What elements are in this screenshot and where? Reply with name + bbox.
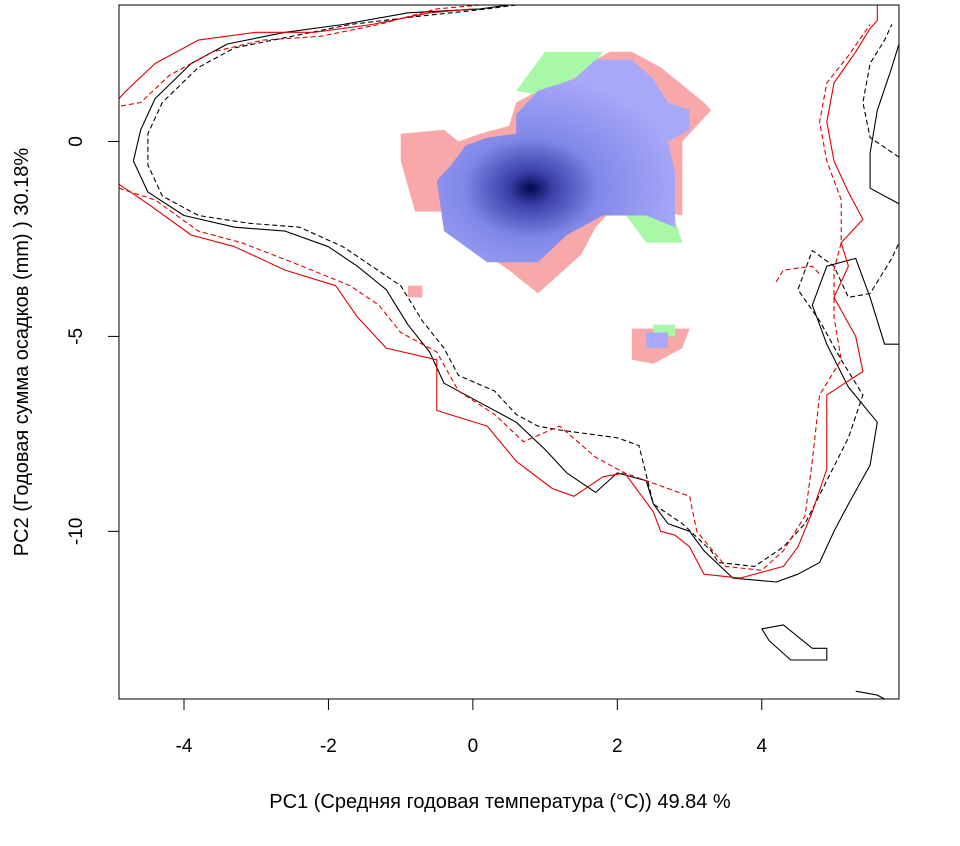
black-solid-contour-2 (869, 43, 899, 205)
y-axis: 0 -5 -10 (66, 136, 120, 545)
red-dashed-contour-3 (775, 265, 821, 283)
blue-region-layer (436, 59, 690, 349)
x-tick-label: 2 (612, 736, 623, 757)
x-tick-label: -4 (176, 736, 193, 757)
red-dashed-contour-1 (119, 5, 481, 107)
y-axis-label: PC2 (Годовая сумма осадков (mm) ) 30.18% (11, 148, 33, 557)
blue-region-1 (436, 59, 690, 263)
blue-region-2 (646, 332, 668, 349)
green-region-1 (516, 51, 603, 95)
black-solid-contour-4 (855, 690, 885, 699)
y-tick-label: 0 (66, 136, 87, 147)
data-layer (119, 5, 899, 699)
red-solid-contour-1 (119, 8, 473, 99)
pink-region-2 (407, 285, 423, 298)
red-solid-contour-2 (119, 5, 878, 579)
red-dashed-contour-2 (119, 24, 871, 571)
x-tick-label: 0 (468, 736, 479, 757)
x-axis: -4 -2 0 2 4 (176, 698, 767, 757)
plot-background (119, 5, 899, 699)
x-axis-label: PC1 (Средняя годовая температура (°C)) 4… (269, 791, 731, 813)
black-dashed-contour-2 (862, 24, 899, 158)
y-tick-label: -5 (66, 328, 87, 345)
black-dashed-contour-1 (147, 5, 899, 567)
contour-layer (119, 5, 899, 699)
x-tick-label: -2 (320, 736, 337, 757)
black-solid-contour-3 (761, 624, 828, 661)
x-tick-label: 4 (756, 736, 767, 757)
black-solid-contour-1 (132, 5, 899, 583)
y-tick-label: -10 (66, 518, 87, 545)
